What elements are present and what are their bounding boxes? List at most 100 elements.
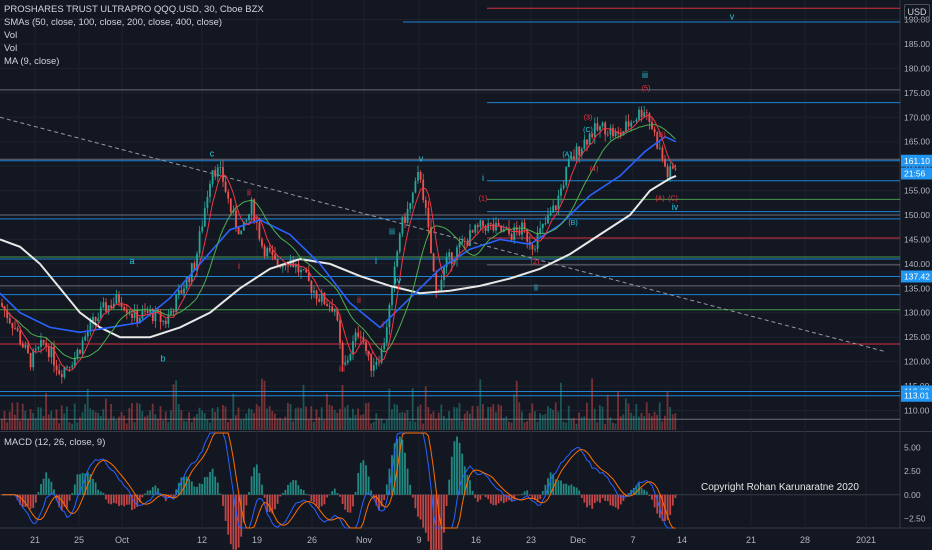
volume-bar: [237, 407, 240, 430]
candle-body: [500, 225, 503, 232]
candle-body: [365, 341, 367, 352]
volume-bar: [227, 421, 229, 430]
wave-label: iv: [367, 349, 374, 359]
macd-histogram-bar: [131, 494, 133, 511]
volume-bar: [203, 413, 206, 430]
candle-body: [323, 292, 326, 305]
volume-bar: [331, 405, 333, 430]
candle-body: [562, 185, 565, 189]
candle-body: [528, 241, 531, 245]
macd-histogram-bar: [136, 494, 139, 507]
candle-body: [422, 179, 425, 201]
candle-body: [432, 253, 435, 272]
volume-bar: [406, 410, 409, 430]
candle-body: [635, 119, 638, 122]
volume-bar: [281, 420, 284, 430]
volume-bar: [32, 413, 34, 430]
candle-body: [302, 269, 305, 271]
candle-body: [315, 290, 318, 299]
candle-body: [625, 121, 627, 132]
volume-bar: [502, 418, 505, 430]
volume-bar: [586, 402, 588, 430]
candle-body: [372, 365, 375, 371]
macd-histogram-bar: [196, 486, 198, 495]
macd-histogram-bar: [669, 494, 672, 515]
candle-body: [656, 132, 659, 149]
candle-body: [575, 146, 578, 160]
macd-histogram-bar: [102, 492, 105, 495]
macd-histogram-bar: [146, 490, 149, 495]
candle-body: [248, 214, 250, 220]
volume-bar: [37, 407, 40, 430]
volume-bar: [94, 411, 97, 430]
macd-histogram-bar: [242, 494, 245, 523]
volume-bar: [118, 416, 120, 430]
candle-body: [445, 256, 448, 268]
volume-bar: [619, 416, 622, 430]
candle-body: [276, 259, 279, 265]
candle-body: [34, 348, 37, 351]
candle-body: [375, 361, 378, 366]
macd-histogram-bar: [89, 474, 92, 495]
candle-body: [6, 310, 9, 319]
volume-bar: [505, 416, 508, 430]
volume-bar: [596, 422, 599, 430]
macd-histogram-bar: [105, 494, 107, 500]
candle-body: [245, 219, 248, 222]
sma-legend: SMAs (50, close, 100, close, 200, close,…: [4, 17, 223, 28]
sma-400-line: [0, 174, 677, 339]
volume-bar: [89, 408, 92, 430]
price-tick-label: 130.00: [904, 308, 930, 318]
volume-bar: [310, 406, 313, 430]
trend-line[interactable]: [0, 116, 887, 353]
volume-bar: [284, 416, 287, 430]
volume-bar: [326, 393, 328, 430]
candle-body: [110, 305, 113, 308]
volume-bar: [471, 405, 474, 430]
wave-label: (3): [584, 115, 593, 122]
candle-body: [261, 239, 263, 247]
macd-histogram-bar: [294, 480, 297, 495]
macd-histogram-bar: [27, 494, 29, 506]
candle-body: [570, 156, 573, 160]
candle-body: [188, 277, 191, 283]
currency-button[interactable]: USD: [904, 4, 930, 20]
volume-bar: [250, 409, 253, 430]
macd-histogram-bar: [274, 494, 276, 510]
macd-histogram-bar: [383, 494, 386, 501]
macd-histogram-bar: [385, 484, 388, 495]
macd-histogram-bar: [263, 494, 266, 498]
wave-label: (C): [583, 127, 593, 134]
candle-body: [453, 259, 456, 265]
wave-label: i: [375, 256, 377, 266]
wave-label: (A): [562, 151, 571, 158]
volume-bar: [222, 404, 224, 430]
volume-bar: [34, 418, 37, 430]
volume-bar: [625, 398, 627, 430]
macd-histogram-bar: [323, 494, 326, 505]
candle-body: [469, 230, 471, 246]
time-tick-label: 12: [197, 535, 207, 545]
macd-tick-label: 5.00: [904, 442, 921, 452]
candle-body: [482, 220, 484, 227]
volume-bar: [521, 411, 523, 430]
macd-histogram-bar: [76, 474, 79, 495]
volume-bar: [523, 422, 526, 430]
macd-histogram-bar: [149, 490, 152, 495]
candle-body: [63, 367, 66, 378]
candle-body: [237, 226, 240, 235]
price-tick-label: 185.00: [904, 39, 930, 49]
volume-bar: [167, 421, 170, 430]
wave-label: ii: [357, 295, 361, 305]
candle-body: [14, 328, 16, 330]
macd-histogram-bar: [578, 490, 581, 495]
macd-histogram-bar: [310, 494, 313, 501]
volume-bar: [580, 417, 583, 430]
volume-bar: [354, 414, 357, 430]
volume-bar: [154, 414, 157, 430]
macd-legend: MACD (12, 26, close, 9): [4, 437, 106, 448]
volume-bar: [323, 420, 326, 430]
candle-body: [131, 313, 133, 318]
candle-body: [476, 225, 479, 228]
